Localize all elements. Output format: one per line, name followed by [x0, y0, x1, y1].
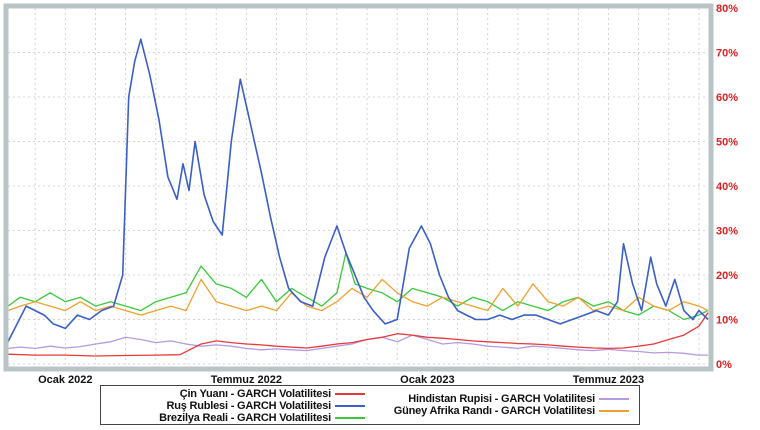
series-line-1 — [7, 38, 709, 343]
y-axis-ticks: 0% 10% 20% 30% 40% 50% 60% 70% 80% — [716, 3, 738, 371]
series-line-4 — [7, 278, 709, 316]
legend-swatch — [599, 397, 629, 400]
y-tick-label: 0% — [716, 359, 732, 371]
y-tick-label: 60% — [716, 92, 738, 104]
legend-swatch — [599, 409, 629, 412]
legend-item-zar: Güney Afrika Randı - GARCH Volatilitesi — [371, 404, 629, 417]
plot-frame — [3, 3, 714, 372]
legend-item-inr: Hindistan Rupisi - GARCH Volatilitesi — [371, 392, 629, 405]
y-tick-label: 70% — [716, 48, 738, 60]
x-tick-label: Ocak 2023 — [400, 374, 454, 386]
y-tick-label: 50% — [716, 137, 738, 149]
y-tick-label: 80% — [716, 3, 738, 15]
legend: Çin Yuanı - GARCH Volatilitesi Ruş Ruble… — [100, 385, 640, 425]
x-tick-label: Temmuz 2023 — [573, 374, 644, 386]
legend-swatch — [335, 392, 365, 395]
x-tick-label: Ocak 2022 — [38, 374, 92, 386]
legend-label: Çin Yuanı - GARCH Volatilitesi — [179, 387, 331, 400]
legend-label: Hindistan Rupisi - GARCH Volatilitesi — [408, 392, 595, 405]
y-tick-label: 20% — [716, 270, 738, 282]
y-tick-label: 10% — [716, 315, 738, 327]
series-lines — [7, 38, 709, 357]
legend-label: Ruş Rublesi - GARCH Volatilitesi — [166, 399, 331, 412]
series-line-2 — [7, 252, 709, 321]
y-tick-label: 40% — [716, 181, 738, 193]
x-tick-label: Temmuz 2022 — [211, 374, 282, 386]
grid — [8, 7, 708, 365]
legend-item-rub: Ruş Rublesi - GARCH Volatilitesi — [105, 399, 365, 412]
legend-label: Güney Afrika Randı - GARCH Volatilitesi — [393, 404, 595, 417]
legend-item-brl: Brezilya Reali - GARCH Volatilitesi — [105, 411, 365, 424]
x-axis-ticks: Ocak 2022 Temmuz 2022 Ocak 2023 Temmuz 2023 — [38, 374, 644, 386]
series-line-0 — [7, 312, 709, 357]
y-tick-label: 30% — [716, 226, 738, 238]
legend-swatch — [335, 404, 365, 407]
legend-label: Brezilya Reali - GARCH Volatilitesi — [159, 411, 331, 424]
legend-swatch — [335, 416, 365, 419]
legend-item-cny: Çin Yuanı - GARCH Volatilitesi — [105, 387, 365, 400]
series-line-3 — [7, 334, 708, 356]
